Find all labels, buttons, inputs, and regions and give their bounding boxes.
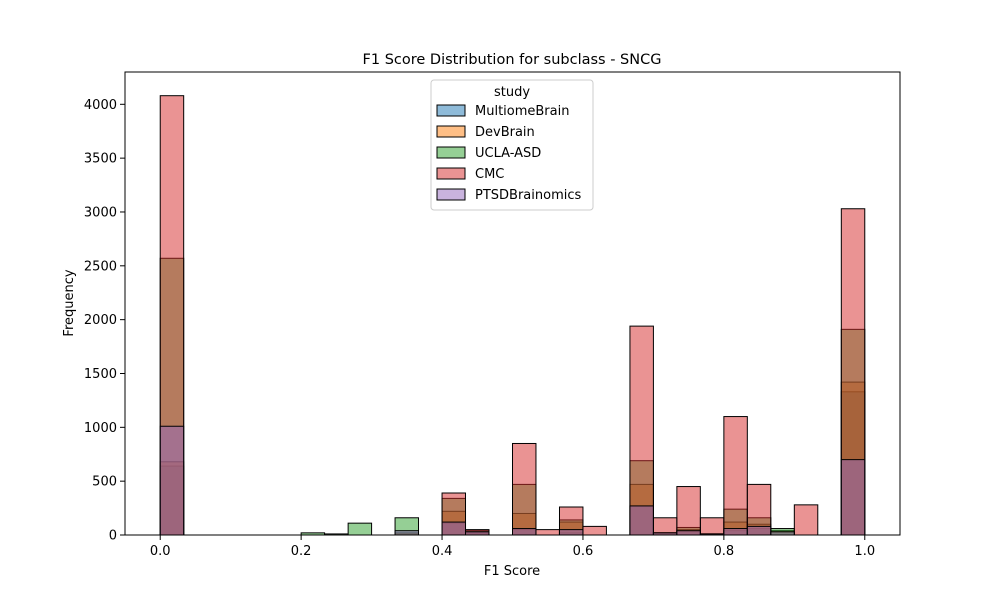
bar-ptsdbrainomics-bin-15 (512, 528, 537, 536)
bar-ptsdbrainomics-bin-22 (676, 530, 701, 536)
x-tick-label: 0.6 (573, 544, 594, 559)
legend-label-ucla-asd: UCLA-ASD (475, 146, 541, 161)
bar-ucla-asd-bin-8 (347, 522, 373, 536)
legend-box (430, 79, 594, 211)
x-tick-label: 0.4 (432, 544, 453, 559)
legend-label-devbrain: DevBrain (475, 125, 535, 140)
chart-title: F1 Score Distribution for subclass - SNC… (363, 52, 662, 68)
plot-area-frame (124, 71, 901, 536)
bar-ptsdbrainomics-bin-24 (723, 528, 748, 536)
bar-cmc-bin-15 (512, 442, 537, 536)
y-tick-label: 1500 (84, 367, 117, 382)
y-tick-label: 3500 (84, 152, 117, 167)
bar-cmc-bin-23 (699, 517, 725, 536)
legend: study MultiomeBrain DevBrain UCLA-ASD CMC PT… (430, 79, 594, 211)
bar-ptsdbrainomics-bin-10 (394, 530, 420, 536)
legend-label-multiomebrain: MultiomeBrain (475, 104, 569, 119)
y-tick-label: 4000 (84, 98, 117, 113)
bar-cmc-bin-18 (582, 525, 607, 536)
bar-cmc-bin-22 (676, 486, 701, 536)
y-axis-label: Frequency (62, 269, 77, 336)
x-axis-label: F1 Score (484, 564, 540, 579)
bar-ptsdbrainomics-bin-25 (746, 525, 772, 536)
bar-ptsdbrainomics-bin-0 (159, 425, 185, 536)
legend-title: study (494, 85, 530, 100)
y-tick-label: 2500 (84, 259, 117, 274)
bar-ptsdbrainomics-bin-29 (840, 459, 866, 536)
legend-label-ptsdbrainomics: PTSDBrainomics (475, 188, 581, 203)
x-tick-label: 1.0 (854, 544, 875, 559)
y-tick-label: 0 (109, 529, 117, 544)
y-tick-label: 2000 (84, 313, 117, 328)
x-axis: 0.0 0.2 0.4 0.6 0.8 1.0 (150, 535, 875, 559)
legend-swatch-ucla-asd (436, 146, 466, 159)
x-tick-label: 0.2 (291, 544, 312, 559)
bar-cmc-bin-20 (629, 325, 654, 536)
legend-label-cmc: CMC (475, 167, 504, 182)
legend-swatch-ptsdbrainomics (436, 188, 466, 201)
bar-ptsdbrainomics-bin-17 (558, 529, 584, 536)
bars-layer (159, 95, 866, 536)
legend-items: MultiomeBrain DevBrain UCLA-ASD CMC PTSDBrai… (436, 104, 581, 203)
bar-cmc-bin-24 (723, 416, 748, 536)
bar-cmc-bin-27 (793, 504, 819, 536)
y-tick-label: 1000 (84, 421, 117, 436)
bar-cmc-bin-16 (535, 529, 560, 536)
y-tick-label: 500 (92, 475, 117, 490)
bar-ptsdbrainomics-bin-12 (441, 521, 467, 536)
legend-swatch-cmc (436, 167, 466, 180)
x-tick-label: 0.0 (150, 544, 171, 559)
legend-swatch-multiomebrain (436, 104, 466, 117)
y-tick-label: 3000 (84, 205, 117, 220)
legend-swatch-devbrain (436, 125, 466, 138)
x-tick-label: 0.8 (714, 544, 735, 559)
y-axis: 0 500 1000 1500 2000 2500 3000 3500 4000 (84, 98, 125, 544)
bar-ptsdbrainomics-bin-20 (629, 505, 654, 536)
